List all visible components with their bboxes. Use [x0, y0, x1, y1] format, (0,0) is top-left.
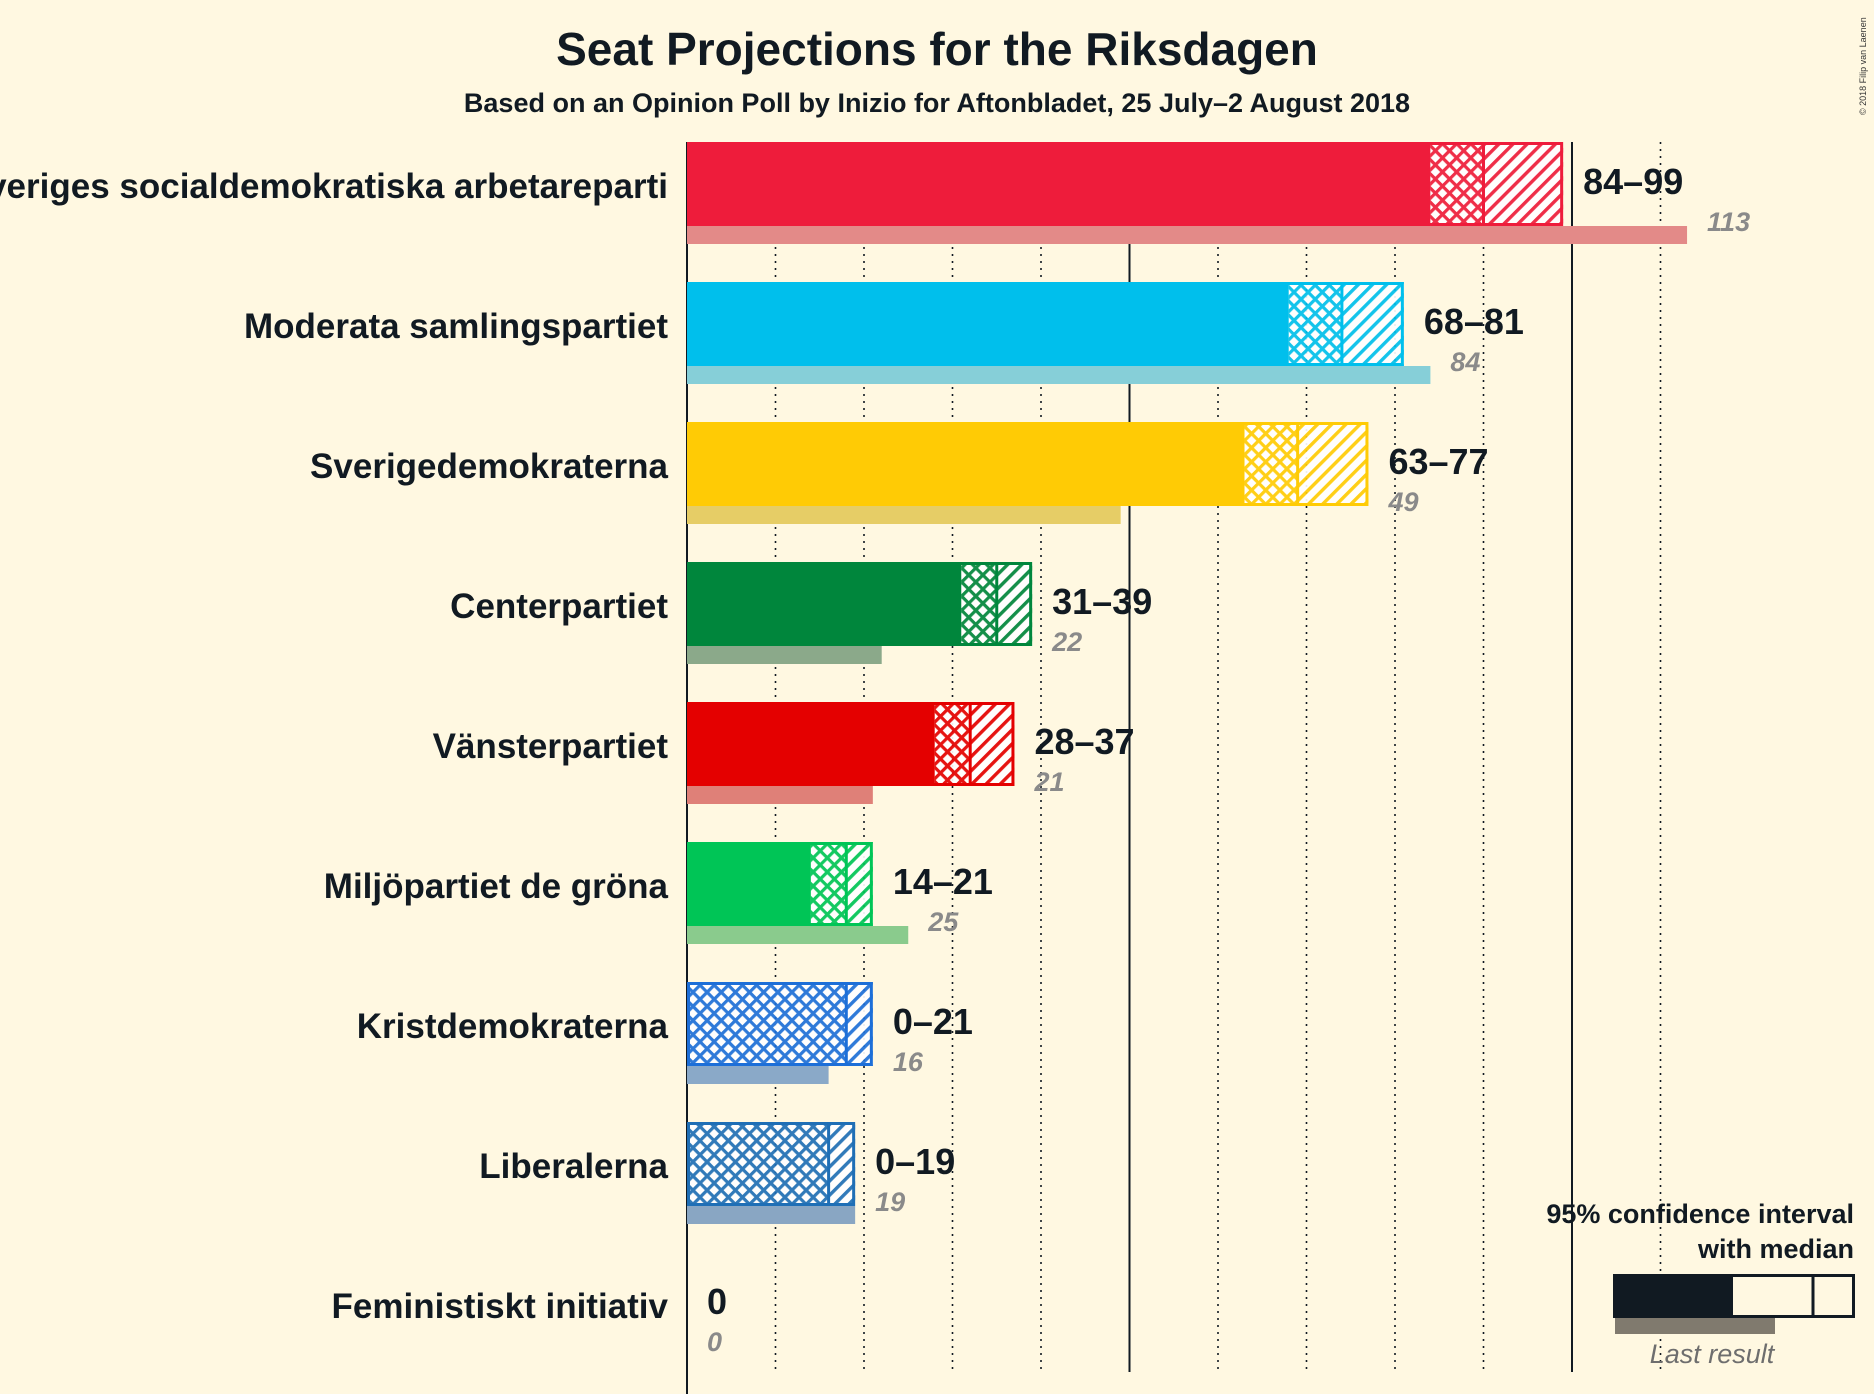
party-row: Kristdemokraterna 0–21 16	[357, 982, 973, 1084]
ci-solid-bar	[687, 562, 962, 646]
party-row: Moderata samlingspartiet 68–81 84	[244, 282, 1524, 384]
last-result-label: 84	[1450, 347, 1480, 377]
last-result-label: 22	[1051, 627, 1082, 657]
party-label: Sveriges socialdemokratiska arbetarepart…	[0, 167, 668, 206]
ci-outline	[687, 562, 1033, 646]
ci-outline	[687, 282, 1404, 366]
ci-lower-hatch	[687, 982, 847, 1066]
last-result-label: 16	[893, 1047, 924, 1077]
ci-upper-hatch	[1483, 142, 1564, 226]
ci-solid-bar	[687, 282, 1289, 366]
party-row: Sverigedemokraterna 63–77 49	[310, 422, 1489, 524]
party-label: Moderata samlingspartiet	[244, 307, 668, 346]
range-label: 31–39	[1052, 581, 1152, 622]
party-label: Miljöpartiet de gröna	[324, 867, 669, 906]
last-result-bar	[687, 1066, 829, 1084]
last-result-bar	[687, 646, 882, 664]
range-label: 0	[707, 1281, 727, 1322]
ci-lower-hatch	[934, 702, 971, 786]
party-label: Centerpartiet	[450, 587, 668, 626]
party-row: Vänsterpartiet 28–37 21	[433, 702, 1135, 804]
range-label: 14–21	[893, 861, 993, 902]
legend-outline	[1613, 1274, 1855, 1318]
bars-group: Sveriges socialdemokratiska arbetarepart…	[0, 142, 1750, 1357]
range-label: 0–21	[893, 1001, 973, 1042]
legend-title-line1: 95% confidence interval	[1546, 1199, 1854, 1229]
last-result-bar	[687, 1206, 856, 1224]
range-label: 84–99	[1583, 161, 1683, 202]
ci-upper-hatch	[846, 982, 873, 1066]
ci-solid-bar	[687, 842, 811, 926]
range-label: 28–37	[1034, 721, 1134, 762]
ci-solid-bar	[687, 702, 935, 786]
ci-lower-hatch	[961, 562, 997, 646]
ci-outline	[687, 1122, 856, 1206]
last-result-label: 19	[875, 1187, 905, 1217]
ci-lower-hatch	[1288, 282, 1342, 366]
ci-upper-hatch	[846, 842, 873, 926]
last-result-label: 0	[707, 1327, 722, 1357]
chart-title: Seat Projections for the Riksdagen	[556, 23, 1318, 75]
range-label: 68–81	[1424, 301, 1524, 342]
ci-upper-hatch	[828, 1122, 856, 1206]
party-label: Vänsterpartiet	[433, 727, 669, 766]
ci-lower-hatch	[810, 842, 847, 926]
legend-last-result-swatch	[1615, 1316, 1775, 1334]
ci-upper-hatch	[970, 702, 1015, 786]
range-label: 0–19	[875, 1141, 955, 1182]
last-result-bar	[687, 366, 1431, 384]
party-label: Liberalerna	[479, 1147, 668, 1186]
last-result-bar	[687, 926, 909, 944]
last-result-label: 25	[927, 907, 959, 937]
party-label: Kristdemokraterna	[357, 1007, 669, 1046]
party-label: Feministiskt initiativ	[332, 1287, 669, 1326]
copyright-note: © 2018 Filip van Laenen	[1858, 17, 1868, 115]
ci-lower-hatch	[1244, 422, 1298, 506]
chart-subtitle: Based on an Opinion Poll by Inizio for A…	[464, 88, 1410, 118]
last-result-label: 113	[1707, 207, 1750, 237]
ci-upper-hatch	[996, 562, 1033, 646]
range-label: 63–77	[1388, 441, 1488, 482]
ci-outline	[687, 422, 1369, 506]
last-result-label: 21	[1033, 767, 1064, 797]
ci-solid-bar	[687, 422, 1245, 506]
legend-hatch-swatch	[1813, 1274, 1855, 1318]
ci-solid-bar	[687, 142, 1431, 226]
ci-outline	[687, 142, 1564, 226]
last-result-bar	[687, 506, 1121, 524]
ci-lower-hatch	[1430, 142, 1484, 226]
last-result-bar	[687, 786, 873, 804]
party-row: Centerpartiet 31–39 22	[450, 562, 1152, 664]
party-row: Miljöpartiet de gröna 14–21 25	[324, 842, 993, 944]
ci-upper-hatch	[1297, 422, 1369, 506]
ci-upper-hatch	[1341, 282, 1404, 366]
legend-cross-swatch	[1733, 1274, 1813, 1318]
ci-outline	[687, 842, 873, 926]
legend-title-line2: with median	[1697, 1234, 1854, 1264]
legend: 95% confidence interval with median Last…	[1546, 1199, 1855, 1369]
ci-outline	[687, 702, 1015, 786]
ci-outline	[687, 982, 873, 1066]
legend-last-result-label: Last result	[1650, 1339, 1776, 1369]
legend-solid-swatch	[1613, 1274, 1733, 1318]
party-row: Feministiskt initiativ 0 0	[332, 1281, 728, 1357]
party-row: Sveriges socialdemokratiska arbetarepart…	[0, 142, 1750, 244]
last-result-bar	[687, 226, 1688, 244]
ci-lower-hatch	[687, 1122, 829, 1206]
party-label: Sverigedemokraterna	[310, 447, 668, 486]
party-row: Liberalerna 0–19 19	[479, 1122, 955, 1224]
last-result-label: 49	[1387, 487, 1418, 517]
